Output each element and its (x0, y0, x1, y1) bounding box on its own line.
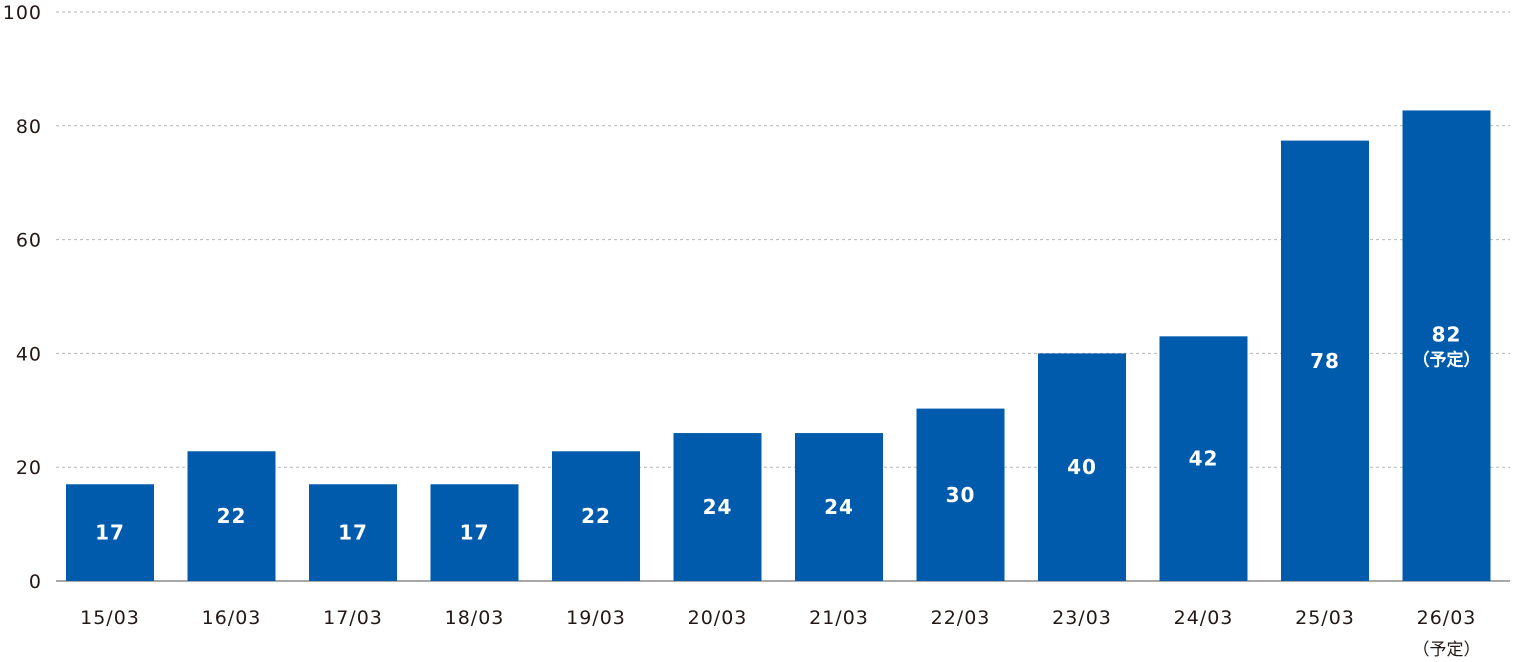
y-tick-label: 20 (16, 457, 42, 479)
y-tick-label: 60 (16, 230, 42, 252)
bar-value-label: 17 (460, 521, 490, 545)
x-tick-label: 22/03 (931, 607, 991, 629)
bar (1281, 140, 1369, 581)
bar (66, 484, 154, 581)
y-tick-label: 40 (16, 343, 42, 365)
y-tick-label: 80 (16, 116, 42, 138)
bar-value-label: 40 (1067, 455, 1097, 479)
bar (187, 451, 276, 581)
bar-value-label: 78 (1310, 349, 1340, 373)
bar (1159, 336, 1248, 581)
grid-lines (56, 11, 1510, 582)
x-tick-label: 25/03 (1295, 607, 1355, 629)
x-tick-label: 20/03 (688, 607, 748, 629)
bar-value-label: 17 (338, 521, 368, 545)
x-tick-label: 26/03 (1417, 607, 1477, 629)
bar-value-label: 22 (217, 504, 247, 528)
bar-value-label: 24 (703, 495, 733, 519)
x-tick-label: 18/03 (445, 607, 505, 629)
y-tick-label: 100 (3, 2, 42, 24)
x-tick-label: 17/03 (323, 607, 383, 629)
bar-value-label: 22 (581, 504, 611, 528)
bar (430, 484, 519, 581)
bar (1038, 353, 1126, 581)
bar-value-label: 82 (1432, 323, 1462, 347)
bar-value-label: 17 (95, 521, 125, 545)
x-tick-label: 16/03 (202, 607, 262, 629)
bar (309, 484, 397, 581)
bars: 17 22 17 17 22 24 24 30 40 42 78 82 （予定） (66, 110, 1491, 581)
bar-value-label: 42 (1189, 447, 1219, 471)
x-tick-note: （予定） (1413, 640, 1481, 660)
bar-value-label: 24 (824, 495, 854, 519)
bar (916, 408, 1005, 581)
x-tick-label: 15/03 (80, 607, 140, 629)
bar (552, 451, 640, 581)
bar-value-note: （予定） (1413, 350, 1481, 371)
bar-value-label: 30 (946, 483, 976, 507)
x-tick-label: 21/03 (809, 607, 869, 629)
x-tick-label: 23/03 (1052, 607, 1112, 629)
x-tick-label: 19/03 (566, 607, 626, 629)
x-axis-ticks: 15/03 16/03 17/03 18/03 19/03 20/03 21/03 22/03… (80, 607, 1480, 660)
bar (795, 433, 883, 581)
bar (1402, 110, 1491, 581)
y-axis-ticks: 0 20 40 60 80 100 (3, 2, 42, 593)
x-tick-label: 24/03 (1174, 607, 1234, 629)
bar (673, 433, 762, 581)
y-tick-label: 0 (29, 571, 42, 593)
